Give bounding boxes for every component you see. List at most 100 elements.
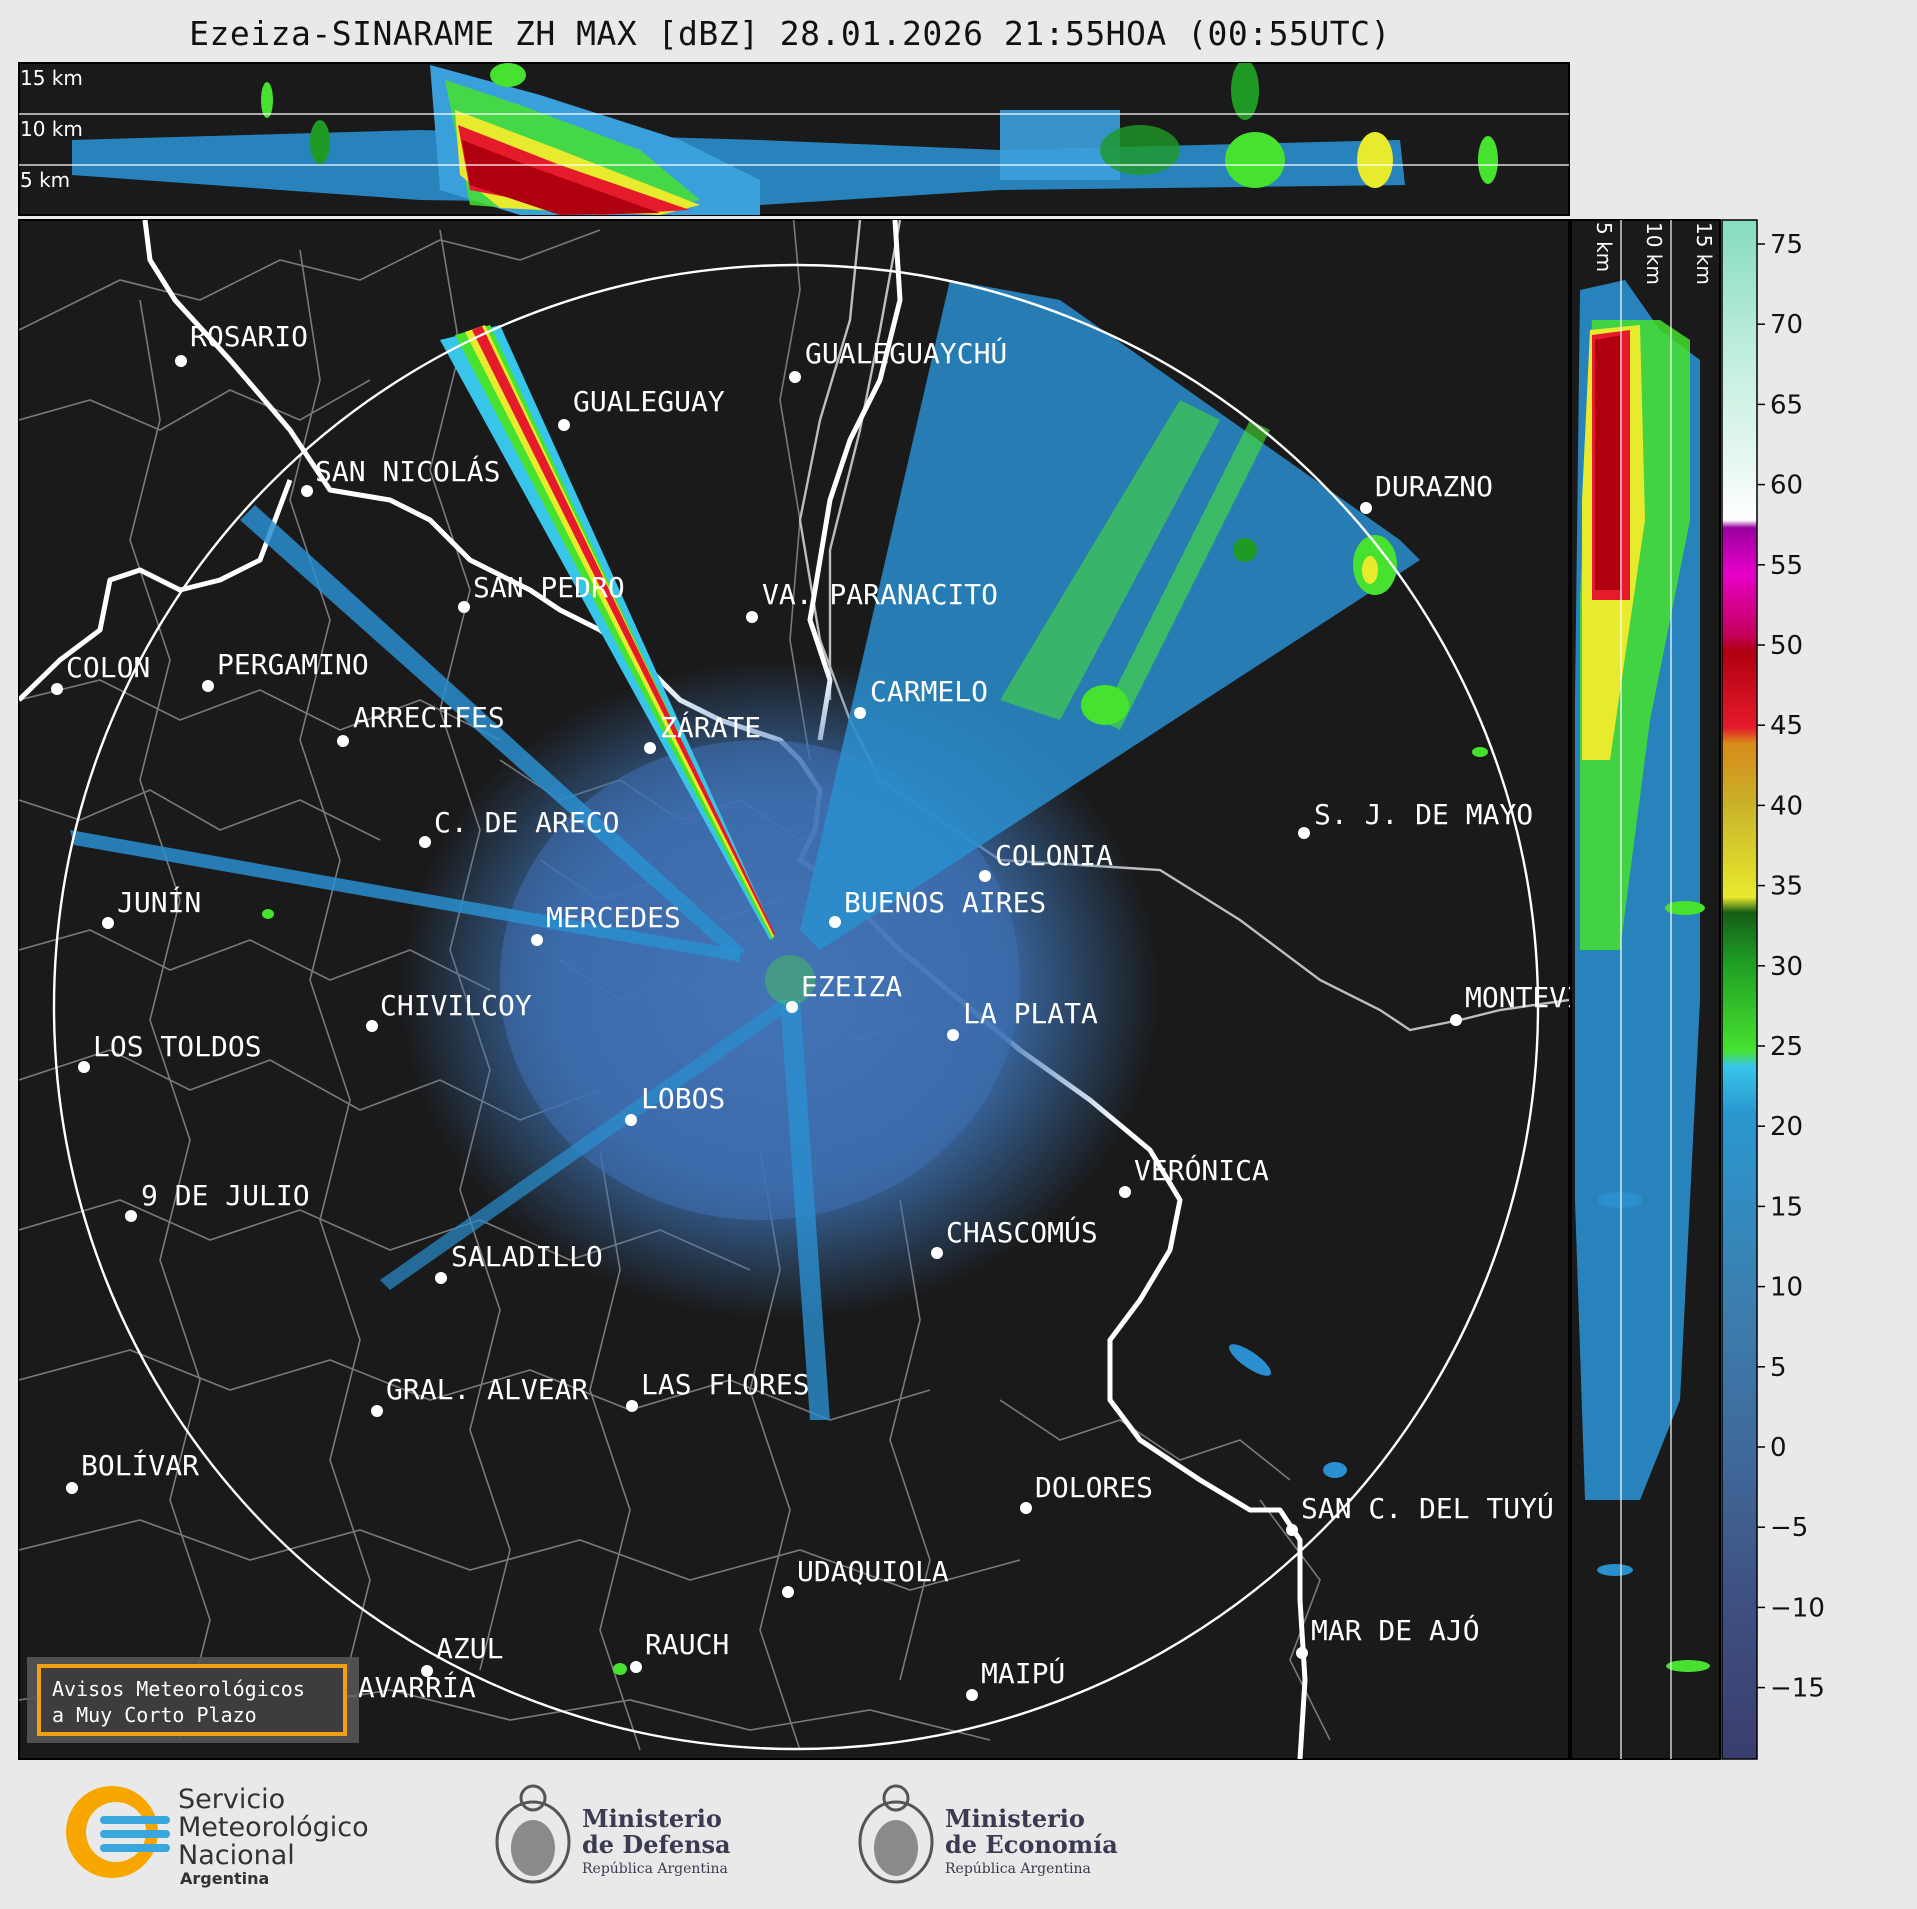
city-label-ezeiza: EZEIZA	[801, 970, 902, 1003]
city-marker-colonia	[979, 870, 991, 882]
city-marker-udaquiola	[782, 1586, 794, 1598]
city-marker-sj-de-mayo	[1298, 827, 1310, 839]
city-label-colonia: COLONIA	[995, 839, 1113, 872]
colorbar-tick-label: 5	[1770, 1353, 1787, 1383]
city-label-sj-de-mayo: S. J. DE MAYO	[1314, 798, 1533, 831]
economia-line-1: Ministerio	[945, 1804, 1085, 1833]
side-height-label-10km: 10 km	[1642, 222, 1666, 285]
side-height-label-5km: 5 km	[1592, 222, 1616, 272]
city-marker-c-de-areco	[419, 836, 431, 848]
range-ring	[52, 263, 1540, 1751]
city-label-colon: COLON	[66, 651, 150, 684]
city-marker-chascomus	[931, 1247, 943, 1259]
city-label-bolivar: BOLÍVAR	[81, 1448, 199, 1482]
city-marker-san-c-del-tuyu	[1286, 1524, 1298, 1536]
defensa-line-1: Ministerio	[582, 1804, 722, 1833]
colorbar-tick-label: 15	[1770, 1192, 1803, 1222]
top-cross-section: 15 km 10 km 5 km	[18, 62, 1570, 216]
city-label-chascomus: CHASCOMÚS	[946, 1215, 1098, 1249]
city-marker-durazno	[1360, 502, 1372, 514]
city-marker-mar-de-ajo	[1296, 1647, 1308, 1659]
colorbar-tick-label: 40	[1770, 791, 1803, 821]
city-label-junin: JUNÍN	[117, 885, 201, 919]
city-label-mercedes: MERCEDES	[546, 901, 681, 934]
city-marker-la-plata	[947, 1029, 959, 1041]
city-marker-gral-alvear	[371, 1405, 383, 1417]
city-marker-las-flores	[626, 1400, 638, 1412]
city-marker-chivilcoy	[366, 1020, 378, 1032]
city-marker-villa-paranacito	[746, 611, 758, 623]
smn-line-2: Meteorológico	[178, 1812, 369, 1843]
footer: Servicio Meteorológico Nacional Argentin…	[66, 1784, 1118, 1888]
height-label-15km: 15 km	[20, 66, 83, 90]
colorbar-tick-label: 75	[1770, 230, 1803, 260]
warning-line-2: a Muy Corto Plazo	[52, 1703, 257, 1727]
city-label-lobos: LOBOS	[641, 1082, 725, 1115]
city-marker-9-de-julio	[125, 1210, 137, 1222]
smn-line-1: Servicio	[178, 1784, 285, 1815]
colorbar-tick-label: 35	[1770, 872, 1803, 902]
warning-box[interactable]: Avisos Meteorológicos a Muy Corto Plazo	[27, 1657, 359, 1743]
colorbar-tick-label: −10	[1770, 1593, 1825, 1623]
colorbar-tick-label: 10	[1770, 1273, 1803, 1303]
radar-map[interactable]	[18, 180, 1570, 1760]
city-marker-arrecifes	[337, 735, 349, 747]
city-label-san-pedro: SAN PEDRO	[473, 571, 625, 604]
city-label-c-de-areco: C. DE ARECO	[434, 806, 619, 839]
city-marker-dolores	[1020, 1502, 1032, 1514]
city-label-san-c-del-tuyu: SAN C. DEL TUYÚ	[1301, 1491, 1554, 1525]
colorbar-tick-label: 65	[1770, 390, 1803, 420]
city-marker-junin	[102, 917, 114, 929]
defensa-line-3: República Argentina	[582, 1861, 728, 1877]
colorbar-tick-label: −15	[1770, 1674, 1825, 1704]
city-label-chivilcoy: CHIVILCOY	[380, 989, 532, 1022]
city-label-san-nicolas: SAN NICOLÁS	[315, 454, 500, 488]
city-label-zarate: ZÁRATE	[660, 710, 761, 744]
city-marker-bolivar	[66, 1482, 78, 1494]
city-markers: ROSARIO GUALEGUAYCHÚ GUALEGUAY SAN NICOLÁS D…	[51, 320, 1634, 1716]
economia-logo: Ministerio de Economía República Argenti…	[858, 1784, 1118, 1884]
city-marker-lobos	[625, 1114, 637, 1126]
city-label-azul: AZUL	[436, 1632, 503, 1665]
city-marker-pergamino	[202, 680, 214, 692]
side-height-label-15km: 15 km	[1692, 222, 1716, 285]
city-label-udaquiola: UDAQUIOLA	[797, 1555, 949, 1588]
coat-of-arms-icon	[495, 1784, 571, 1884]
defensa-line-2: de Defensa	[582, 1830, 731, 1859]
city-label-carmelo: CARMELO	[870, 675, 988, 708]
colorbar-tick-label: 55	[1770, 551, 1803, 581]
height-label-5km: 5 km	[20, 168, 70, 192]
city-marker-rauch	[630, 1661, 642, 1673]
city-marker-gualeguay	[558, 419, 570, 431]
economia-line-2: de Economía	[945, 1830, 1118, 1859]
city-marker-veronica	[1119, 1186, 1131, 1198]
radar-echoes	[70, 280, 1488, 1675]
height-label-10km: 10 km	[20, 117, 83, 141]
city-marker-buenos-aires	[829, 916, 841, 928]
city-marker-mercedes	[531, 934, 543, 946]
city-label-dolores: DOLORES	[1035, 1471, 1153, 1504]
city-marker-san-pedro	[458, 601, 470, 613]
city-marker-rosario	[175, 355, 187, 367]
smn-logo: Servicio Meteorológico Nacional Argentin…	[66, 1784, 369, 1888]
colorbar-tick-label: 20	[1770, 1112, 1803, 1142]
city-label-los-toldos: LOS TOLDOS	[93, 1030, 262, 1063]
city-marker-ezeiza	[786, 1001, 798, 1013]
colorbar-tick-label: 50	[1770, 631, 1803, 661]
city-label-villa-paranacito: VA. PARANACITO	[762, 578, 998, 611]
city-marker-san-nicolas	[301, 485, 313, 497]
city-marker-colon	[51, 683, 63, 695]
city-label-veronica: VERÓNICA	[1134, 1153, 1269, 1187]
city-label-arrecifes: ARRECIFES	[353, 701, 505, 734]
smn-line-4: Argentina	[180, 1869, 269, 1888]
city-marker-maipu	[966, 1689, 978, 1701]
colorbar-tick-label: 30	[1770, 952, 1803, 982]
smn-line-3: Nacional	[178, 1840, 295, 1871]
city-marker-carmelo	[854, 707, 866, 719]
defensa-logo: Ministerio de Defensa República Argentin…	[495, 1784, 731, 1884]
economia-line-3: República Argentina	[945, 1861, 1091, 1877]
colorbar-tick-label: 25	[1770, 1032, 1803, 1062]
city-label-rauch: RAUCH	[645, 1628, 729, 1661]
